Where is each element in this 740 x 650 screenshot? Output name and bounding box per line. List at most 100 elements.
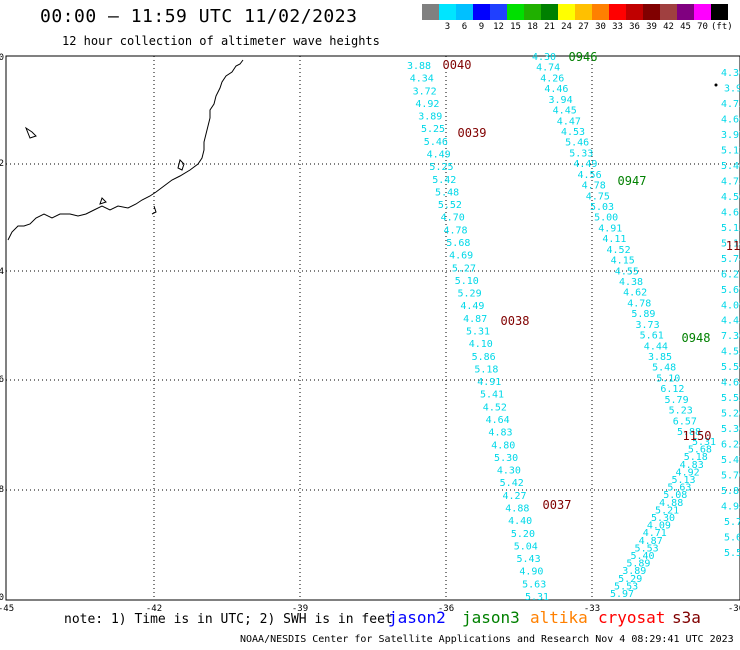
swh-value-track-0948: 5.54	[721, 362, 740, 373]
swh-value-track-1150: 4.09	[647, 521, 671, 532]
legend-swatch-14	[660, 4, 677, 20]
swh-value-track-0948: 5.6	[724, 533, 740, 544]
swh-value-track-0948: 4.98	[721, 502, 740, 513]
map-frame	[5, 55, 740, 601]
color-legend-bar	[422, 4, 728, 20]
legend-label-13: 39	[646, 22, 657, 32]
swh-value-track-0946: 5.89	[631, 309, 655, 320]
legend-swatch-0	[422, 4, 439, 20]
legend-swatch-16	[694, 4, 711, 20]
swh-value-track-0946: 4.56	[578, 170, 602, 181]
swh-value-track-0946: 5.23	[669, 406, 693, 417]
legend-swatch-10	[592, 4, 609, 20]
swh-value-track-0040: 3.88	[407, 61, 431, 72]
pass-time-label: 0948	[682, 331, 711, 345]
swh-value-track-0946: 5.88	[677, 427, 701, 438]
legend-label-2: 6	[461, 22, 468, 32]
swh-value-track-0946: 4.53	[561, 127, 585, 138]
satellite-altika: altika	[530, 608, 588, 627]
buoy-marker	[714, 83, 718, 87]
map-annotation-layer: 3.884.343.724.923.895.255.464.495.255.42…	[407, 50, 740, 603]
pass-time-label: 11	[726, 239, 740, 253]
swh-value-track-1150: 5.08	[663, 490, 687, 501]
swh-value-track-0040: 4.10	[469, 339, 493, 350]
swh-value-track-0040: 5.10	[455, 276, 479, 287]
swh-value-track-0946: 4.30	[532, 52, 556, 63]
grid-lines	[6, 56, 740, 600]
legend-swatch-15	[677, 4, 694, 20]
legend-label-12: 36	[629, 22, 640, 32]
swh-value-track-0946: 4.55	[615, 266, 639, 277]
pass-time-label: 0040	[443, 58, 472, 72]
axis-tick-labels: -45 -42 -39 -36 -33 -30 -20 -22 -24 -26 -28 -30	[0, 53, 740, 614]
swh-value-track-1150: 5.97	[610, 589, 634, 600]
swh-value-track-0946: 5.61	[640, 331, 664, 342]
swh-value-track-0948: 5.70	[721, 471, 740, 482]
legend-swatch-8	[558, 4, 575, 20]
swh-value-track-0040: 5.31	[466, 327, 490, 338]
legend-label-11: 33	[612, 22, 623, 32]
swh-value-track-0946: 4.11	[602, 234, 626, 245]
swh-value-track-0040: 5.25	[429, 162, 453, 173]
pass-time-label: 0946	[569, 50, 598, 64]
swh-value-track-0948: 5.12	[721, 145, 740, 156]
footer-note: note: 1) Time is in UTC; 2) SWH is in fe…	[64, 612, 393, 627]
swh-value-track-0946: 4.78	[582, 181, 606, 192]
swh-value-track-1150: 5.53	[614, 581, 638, 592]
swh-value-track-0946: 4.74	[536, 63, 560, 74]
swh-value-track-0946: 4.15	[611, 256, 635, 267]
swh-value-track-0946: 3.94	[549, 95, 573, 106]
swh-value-track-0948: 5.74	[721, 254, 740, 265]
satellite-jason2: jason2	[388, 608, 446, 627]
legend-swatch-1	[439, 4, 456, 20]
swh-value-track-0946: 4.47	[557, 116, 581, 127]
legend-swatch-4	[490, 4, 507, 20]
legend-swatch-13	[643, 4, 660, 20]
swh-value-track-0040: 4.34	[410, 74, 434, 85]
swh-value-track-1150: 4.83	[680, 460, 704, 471]
swh-value-track-0040: 5.41	[480, 390, 504, 401]
swh-value-track-0040: 4.30	[497, 466, 521, 477]
x-tick-label: -33	[584, 604, 600, 614]
swh-value-track-0040: 4.80	[491, 440, 515, 451]
swh-value-track-0948: 4.64	[721, 378, 740, 389]
map-subtitle: 12 hour collection of altimeter wave hei…	[62, 34, 380, 48]
legend-swatch-7	[541, 4, 558, 20]
swh-value-track-0948: 3.9	[724, 83, 740, 94]
swh-value-track-0040: 5.27	[452, 263, 476, 274]
legend-label-1: 3	[444, 22, 451, 32]
swh-value-track-0040: 4.64	[486, 415, 510, 426]
legend-swatch-12	[626, 4, 643, 20]
swh-value-track-0948: 5.30	[721, 424, 740, 435]
legend-label-17: (ft)	[711, 22, 733, 32]
swh-value-track-0040: 5.20	[511, 529, 535, 540]
legend-label-16: 70	[697, 22, 708, 32]
swh-value-track-1150: 5.13	[671, 475, 695, 486]
swh-value-track-0946: 4.45	[553, 106, 577, 117]
swh-value-track-0948: 4.75	[721, 176, 740, 187]
legend-swatch-6	[524, 4, 541, 20]
swh-value-track-0040: 4.70	[441, 213, 465, 224]
swh-value-track-0948: 5.7	[724, 517, 740, 528]
swh-value-track-0040: 5.04	[514, 541, 538, 552]
pass-time-label: 1150	[683, 429, 712, 443]
swh-value-track-0946: 5.46	[565, 138, 589, 149]
x-tick-label: -45	[0, 604, 14, 614]
swh-value-track-0948: 6.28	[721, 440, 740, 451]
y-tick-label: -26	[0, 375, 4, 385]
swh-value-track-0040: 5.43	[517, 554, 541, 565]
swh-value-track-0040: 5.46	[424, 137, 448, 148]
swh-value-track-0948: 5.47	[721, 455, 740, 466]
satellite-s3a: s3a	[672, 608, 701, 627]
swh-value-track-0946: 5.10	[656, 373, 680, 384]
swh-value-track-1150: 5.18	[684, 452, 708, 463]
legend-swatch-2	[456, 4, 473, 20]
swh-value-track-0040: 5.42	[500, 478, 524, 489]
swh-value-track-0040: 4.92	[415, 99, 439, 110]
footer-credit: NOAA/NESDIS Center for Satellite Applica…	[240, 634, 734, 645]
swh-value-track-0946: 4.46	[544, 84, 568, 95]
swh-value-track-0948: 4.66	[721, 114, 740, 125]
swh-value-track-0948: 5.14	[721, 238, 740, 249]
